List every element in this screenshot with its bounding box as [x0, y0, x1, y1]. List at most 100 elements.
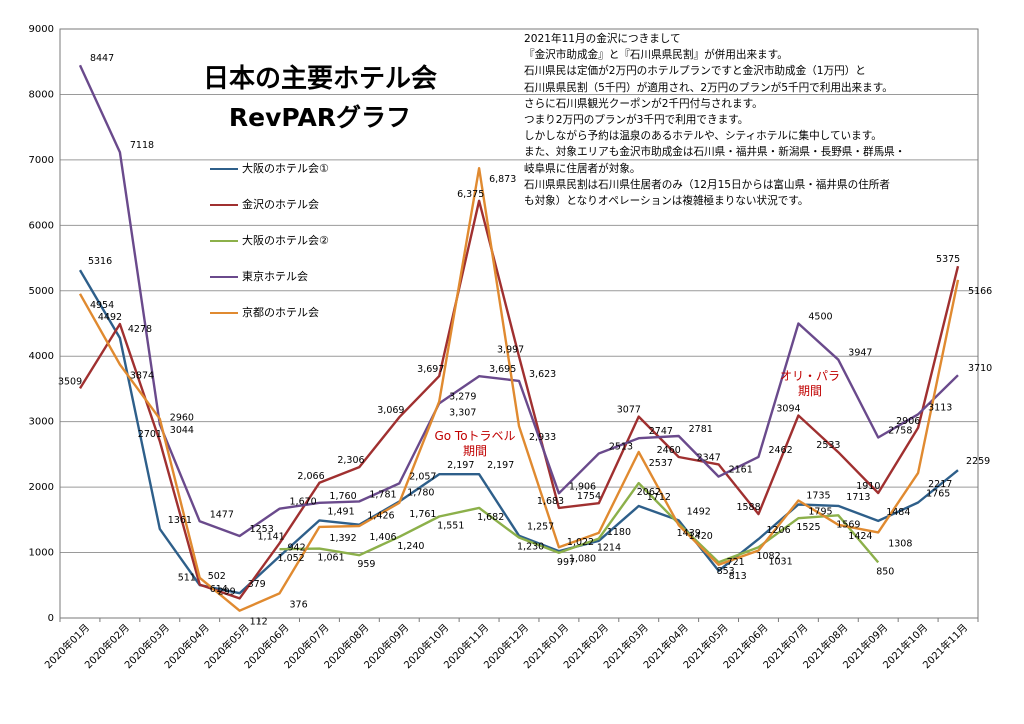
- data-label: 2,057: [409, 471, 436, 482]
- legend-swatch: [210, 204, 238, 206]
- data-label: 2758: [888, 426, 912, 437]
- y-tick-label: 6000: [29, 220, 54, 231]
- series-line: [279, 481, 880, 564]
- data-label: 511: [178, 573, 196, 584]
- legend-label: 大阪のホテル会①: [242, 162, 329, 175]
- plot-border: [59, 28, 979, 619]
- note-line: も対象）となりオペレーションは複雑極まりない状況です。: [524, 195, 809, 208]
- data-label: 1,426: [367, 511, 394, 522]
- legend-label: 金沢のホテル会: [242, 198, 319, 211]
- data-label: 1,670: [290, 497, 317, 508]
- data-label: 376: [290, 599, 308, 610]
- legend-label: 京都のホテル会: [242, 306, 319, 319]
- data-label: 299: [218, 586, 236, 597]
- data-label: 1,683: [537, 496, 564, 507]
- data-label: 1253: [250, 524, 274, 535]
- legend-swatch: [210, 312, 238, 314]
- data-label: 3044: [170, 425, 194, 436]
- data-label: 1484: [886, 507, 910, 518]
- data-label: 959: [357, 559, 375, 570]
- data-label: 997: [557, 557, 575, 568]
- data-label: 1765: [926, 488, 950, 499]
- data-label: 2906: [896, 416, 920, 427]
- data-label: 3,279: [449, 391, 476, 402]
- data-label: 6,375: [457, 189, 484, 200]
- data-label: 1439: [677, 528, 701, 539]
- goto-travel-period: 期間: [462, 444, 487, 458]
- note-line: さらに石川県観光クーポンが2千円付与されます。: [524, 97, 763, 110]
- y-tick-label: 5000: [29, 286, 54, 297]
- data-label: 2781: [689, 424, 713, 435]
- data-label: 1588: [736, 502, 760, 513]
- data-label: 1,230: [517, 542, 544, 553]
- data-label: 3874: [130, 370, 154, 381]
- data-label: 4500: [808, 312, 832, 323]
- data-label: 2,066: [297, 471, 324, 482]
- data-label: 1,257: [527, 522, 554, 533]
- data-label: 1082: [756, 551, 780, 562]
- kanazawa-note: 2021年11月の金沢につきまして 『金沢市助成金』と『石川県県民割』が併用出来…: [524, 31, 994, 209]
- data-label: 3077: [617, 405, 641, 416]
- data-label: 2462: [768, 445, 792, 456]
- data-label: 850: [876, 566, 894, 577]
- data-label: 1,392: [329, 533, 356, 544]
- legend-swatch: [210, 168, 238, 170]
- y-tick-label: 2000: [29, 482, 54, 493]
- data-label: 942: [288, 542, 306, 553]
- data-label: 2701: [138, 429, 162, 440]
- note-line: 石川県民は定価が2万円のホテルプランですと金沢市助成金（1万円）と: [524, 65, 866, 78]
- note-line: 2021年11月の金沢につきまして: [524, 33, 681, 45]
- data-label: 1525: [796, 522, 820, 533]
- y-tick-label: 7000: [29, 155, 54, 166]
- data-label: 2,197: [447, 460, 474, 471]
- series-line: [78, 199, 960, 600]
- data-label: 3947: [848, 348, 872, 359]
- data-label: 1735: [806, 490, 830, 501]
- series-line: [78, 64, 959, 538]
- data-label: 2537: [649, 458, 673, 469]
- legend-label: 大阪のホテル会②: [242, 234, 329, 247]
- note-line: 石川県県民割は石川県住居者のみ（12月15日からは富山県・福井県の住所者: [524, 178, 890, 191]
- olympic-period: 期間: [797, 384, 822, 398]
- y-tick-label: 1000: [29, 548, 54, 559]
- data-label: 1,781: [369, 489, 396, 500]
- data-label: 2347: [697, 452, 721, 463]
- data-label: 6,873: [489, 174, 516, 185]
- data-label: 1424: [848, 531, 872, 542]
- data-label: 1,906: [569, 481, 596, 492]
- data-label: 3509: [58, 376, 82, 387]
- data-label: 8447: [90, 53, 114, 64]
- data-label: 1308: [888, 538, 912, 549]
- data-label: 1361: [168, 515, 192, 526]
- data-label: 3,069: [377, 405, 404, 416]
- data-label: 4492: [98, 312, 122, 323]
- data-label: 2062: [637, 487, 661, 498]
- data-label: 1754: [577, 491, 601, 502]
- data-label: 1,780: [407, 488, 434, 499]
- data-label: 379: [248, 579, 266, 590]
- data-label: 2513: [609, 442, 633, 453]
- data-label: 1712: [647, 492, 671, 503]
- data-label: 1,022: [567, 537, 594, 548]
- data-label: 2,933: [529, 432, 556, 443]
- data-label: 1,080: [569, 553, 596, 564]
- data-label: 3,623: [529, 369, 556, 380]
- data-label: 2259: [966, 456, 990, 467]
- note-line: 石川県県民割（5千円）が適用され、2万円のプランが5千円で利用出来ます。: [524, 81, 893, 94]
- data-label: 2,197: [487, 460, 514, 471]
- note-line: また、対象エリアも金沢市助成金は石川県・福井県・新潟県・長野県・群馬県・: [524, 146, 906, 159]
- series-line: [78, 167, 960, 612]
- data-label: 3,997: [497, 344, 524, 355]
- data-label: 1,052: [278, 553, 305, 564]
- data-label: 721: [727, 557, 745, 568]
- y-tick-label: 9000: [29, 24, 54, 35]
- note-line: 岐阜県に住居者が対象。: [524, 162, 641, 175]
- data-label: 1,551: [437, 520, 464, 531]
- data-label: 1713: [846, 492, 870, 503]
- data-label: 3,695: [489, 364, 516, 375]
- data-label: 7118: [130, 140, 154, 151]
- data-label: 1569: [836, 519, 860, 530]
- olympic-annotation: オリ・パラ 期間: [770, 369, 850, 399]
- y-tick-label: 0: [48, 613, 54, 624]
- y-tick-label: 4000: [29, 351, 54, 362]
